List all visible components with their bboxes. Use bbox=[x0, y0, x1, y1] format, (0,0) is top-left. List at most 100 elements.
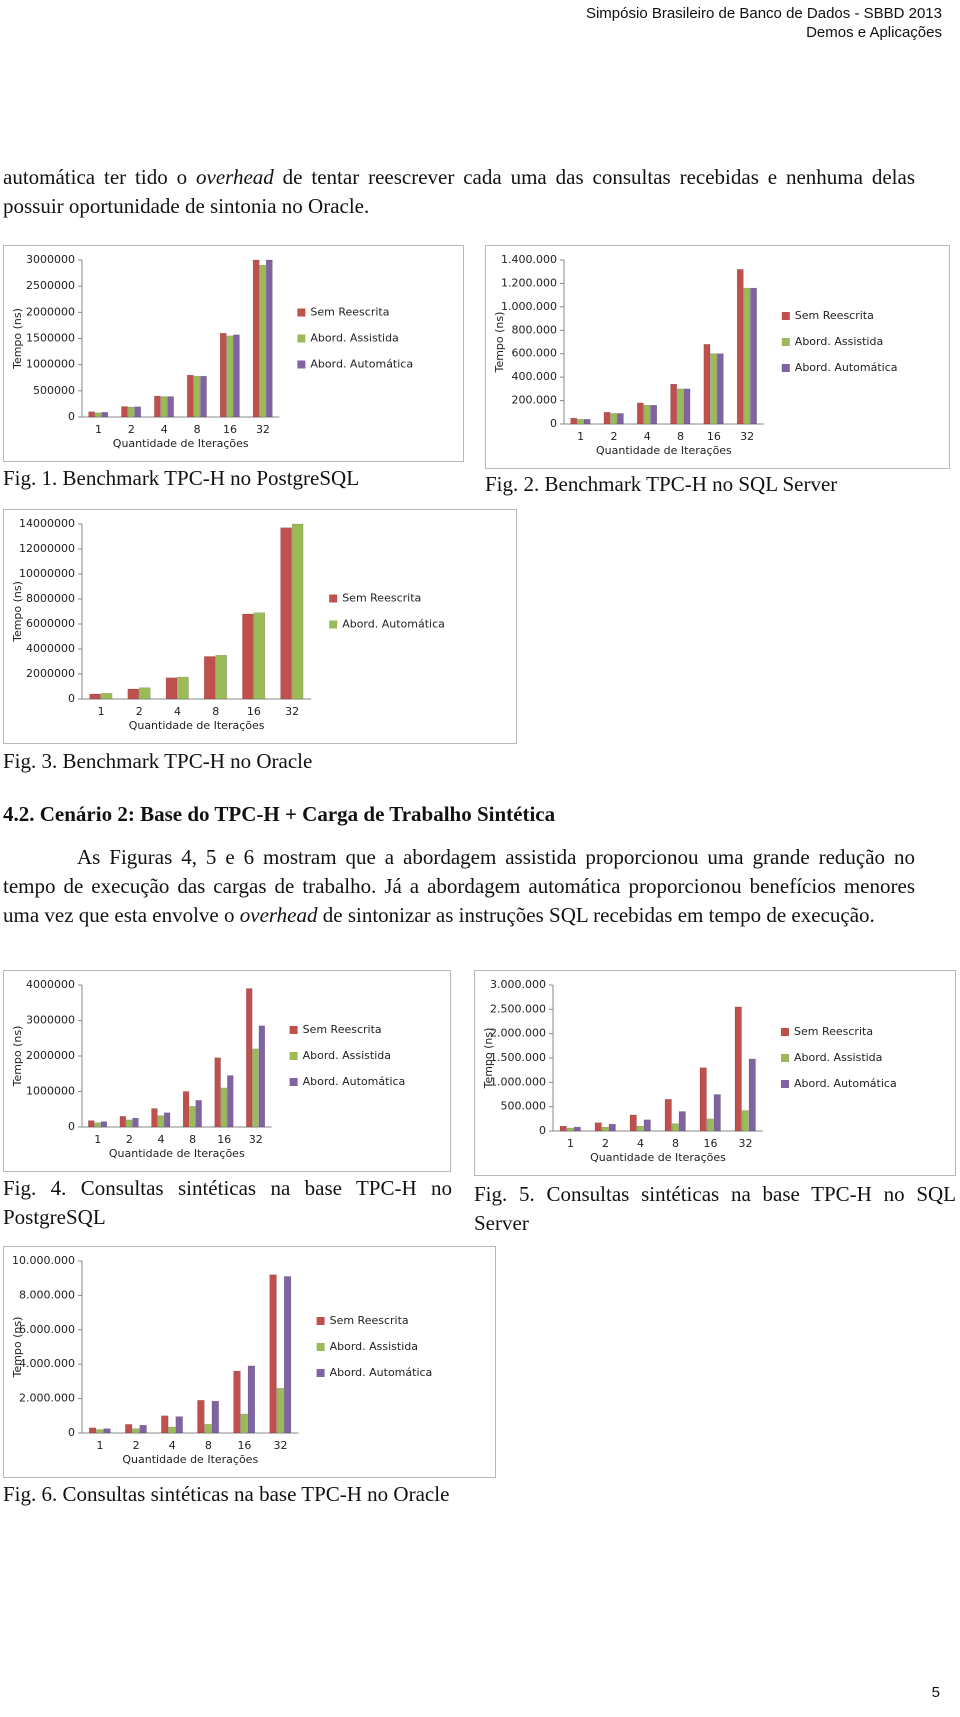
bar bbox=[94, 1122, 101, 1128]
y-tick-label: 400.000 bbox=[512, 370, 558, 383]
x-tick-label: 1 bbox=[98, 705, 105, 718]
bar bbox=[215, 655, 227, 700]
bar bbox=[716, 353, 724, 425]
bar bbox=[94, 412, 102, 418]
bar bbox=[242, 613, 254, 700]
bar bbox=[168, 1426, 176, 1434]
bar bbox=[570, 417, 578, 425]
y-tick-label: 3.000.000 bbox=[490, 978, 546, 991]
bar bbox=[671, 1123, 679, 1132]
legend-swatch bbox=[316, 1343, 325, 1351]
bar bbox=[252, 259, 260, 418]
y-tick-label: 200.000 bbox=[512, 394, 558, 407]
y-tick-label: 8000000 bbox=[26, 592, 75, 605]
chart: Tempo (ns) 0 200.000 400.000 600.000 800.000 1… bbox=[485, 245, 950, 469]
x-tick-label: 1 bbox=[97, 1439, 104, 1452]
bar bbox=[127, 406, 135, 418]
x-tick-label: 32 bbox=[285, 705, 299, 718]
bar bbox=[258, 1025, 266, 1128]
x-axis-title: Quantidade de Iterações bbox=[590, 1151, 726, 1164]
text-run: de sintonizar as instruções SQL recebida… bbox=[317, 903, 875, 927]
bar bbox=[175, 1416, 183, 1434]
figure-caption: Fig. 1. Benchmark TPC-H no PostgreSQL bbox=[3, 466, 360, 490]
x-tick-label: 8 bbox=[677, 430, 684, 443]
legend-label: Abord. Assistida bbox=[330, 1340, 418, 1353]
x-axis-title: Quantidade de Iterações bbox=[122, 1453, 258, 1466]
x-tick-label: 8 bbox=[212, 705, 219, 718]
x-tick-label: 1 bbox=[577, 430, 584, 443]
text-run: automática ter tido o bbox=[3, 165, 197, 189]
y-tick-label: 10.000.000 bbox=[12, 1254, 75, 1267]
bar bbox=[219, 333, 227, 418]
bar bbox=[280, 527, 292, 700]
bar bbox=[643, 1119, 651, 1132]
bar bbox=[713, 1094, 721, 1132]
bar bbox=[233, 334, 240, 418]
x-tick-label: 2 bbox=[133, 1439, 140, 1452]
bar bbox=[269, 1274, 277, 1434]
bar bbox=[139, 687, 151, 700]
bar bbox=[637, 402, 644, 425]
bar bbox=[247, 1365, 256, 1434]
bar bbox=[734, 1006, 742, 1132]
x-tick-label: 4 bbox=[158, 1133, 165, 1146]
y-tick-label: 1.500.000 bbox=[490, 1051, 546, 1064]
x-tick-label: 32 bbox=[739, 1137, 753, 1150]
bar bbox=[678, 1111, 686, 1132]
bar bbox=[259, 264, 266, 418]
bar bbox=[233, 1370, 241, 1434]
y-axis-title: Tempo (ns) bbox=[11, 1026, 24, 1088]
y-tick-label: 6.000.000 bbox=[19, 1323, 75, 1336]
x-tick-label: 16 bbox=[247, 705, 261, 718]
bar bbox=[189, 1106, 196, 1128]
bar bbox=[103, 1428, 111, 1434]
bar bbox=[139, 1425, 147, 1434]
y-axis-title: Tempo (ns) bbox=[11, 581, 24, 643]
y-tick-label: 10000000 bbox=[19, 567, 75, 580]
bar bbox=[125, 1119, 133, 1128]
legend-label: Sem Reescrita bbox=[310, 306, 389, 319]
bar bbox=[220, 1087, 228, 1128]
bar bbox=[699, 1067, 707, 1132]
bar bbox=[246, 988, 253, 1128]
legend-label: Sem Reescrita bbox=[795, 309, 874, 322]
figure-caption: Fig. 4. Consultas sintéticas na base TPC… bbox=[3, 1176, 452, 1229]
x-tick-label: 8 bbox=[189, 1133, 196, 1146]
bar bbox=[736, 269, 744, 425]
bar bbox=[177, 676, 189, 700]
legend-label: Sem Reescrita bbox=[794, 1025, 873, 1038]
x-tick-label: 1 bbox=[567, 1137, 574, 1150]
page-number: 5 bbox=[931, 1684, 940, 1701]
legend-swatch bbox=[781, 312, 790, 320]
legend-swatch bbox=[781, 1080, 789, 1088]
bar bbox=[197, 1400, 205, 1434]
bar bbox=[121, 406, 128, 418]
legend-label: Abord. Assistida bbox=[303, 1049, 391, 1062]
x-tick-label: 4 bbox=[161, 423, 168, 436]
bar bbox=[650, 405, 657, 425]
bar bbox=[283, 1276, 292, 1434]
bar bbox=[252, 1048, 259, 1128]
bar bbox=[154, 395, 161, 418]
bar bbox=[119, 1116, 126, 1128]
bar bbox=[566, 1127, 574, 1132]
bar bbox=[88, 411, 95, 418]
y-tick-label: 12000000 bbox=[19, 542, 75, 555]
legend-swatch bbox=[329, 620, 338, 629]
y-tick-label: 3000000 bbox=[26, 1014, 75, 1027]
bar bbox=[683, 388, 691, 425]
y-tick-label: 4000000 bbox=[26, 642, 75, 655]
legend-swatch bbox=[297, 334, 306, 343]
figure-caption: Fig. 6. Consultas sintéticas na base TPC… bbox=[3, 1482, 450, 1506]
x-axis-title: Quantidade de Iterações bbox=[113, 437, 249, 450]
bar bbox=[253, 612, 266, 700]
running-header: Simpósio Brasileiro de Banco de Dados - … bbox=[586, 4, 942, 42]
legend-label: Sem Reescrita bbox=[330, 1314, 409, 1327]
y-tick-label: 800.000 bbox=[512, 323, 558, 336]
y-tick-label: 14000000 bbox=[19, 517, 75, 530]
bar bbox=[226, 335, 234, 418]
chart: Tempo (ns) 0 500.000 1.000.000 1.500.000 2.00… bbox=[474, 970, 956, 1176]
y-tick-label: 1500000 bbox=[26, 332, 75, 345]
text-run: As Figuras 4, 5 e 6 mostram que a aborda… bbox=[3, 845, 915, 927]
text-run: overhead bbox=[239, 903, 318, 927]
